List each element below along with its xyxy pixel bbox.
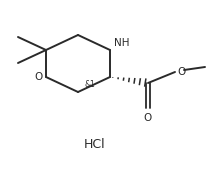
Text: NH: NH (114, 38, 129, 48)
Text: O: O (177, 67, 185, 77)
Text: &1: &1 (84, 80, 95, 89)
Text: O: O (144, 113, 152, 123)
Text: HCl: HCl (84, 139, 106, 152)
Text: O: O (35, 72, 43, 82)
